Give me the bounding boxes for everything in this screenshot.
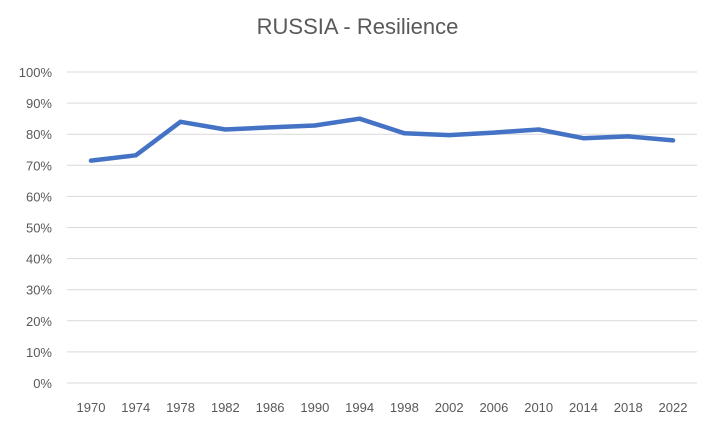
x-tick-label: 2022 — [659, 400, 688, 415]
x-tick-label: 2018 — [614, 400, 643, 415]
y-tick-label: 20% — [26, 314, 52, 329]
x-tick-label: 1982 — [211, 400, 240, 415]
x-tick-label: 2002 — [435, 400, 464, 415]
series-group — [88, 116, 676, 163]
y-tick-label: 60% — [26, 189, 52, 204]
data-point — [178, 119, 183, 124]
gridlines — [67, 71, 697, 384]
y-tick-label: 90% — [26, 96, 52, 111]
chart-title: RUSSIA - Resilience — [256, 14, 459, 39]
x-tick-label: 1978 — [166, 400, 195, 415]
x-axis-ticks: 1970 1974 1978 1982 1986 1990 1994 1998 2002 2006… — [77, 400, 688, 415]
data-point — [536, 127, 541, 132]
data-point — [402, 131, 407, 136]
data-point — [357, 116, 362, 121]
x-tick-label: 2014 — [569, 400, 598, 415]
y-tick-label: 30% — [26, 283, 52, 298]
data-point — [491, 130, 496, 135]
x-tick-label: 1990 — [300, 400, 329, 415]
x-tick-label: 1994 — [345, 400, 374, 415]
data-point — [447, 133, 452, 138]
x-tick-label: 1974 — [121, 400, 150, 415]
x-tick-label: 1986 — [256, 400, 285, 415]
x-tick-label: 1970 — [77, 400, 106, 415]
data-point — [312, 123, 317, 128]
series-line — [88, 116, 676, 163]
y-tick-label: 10% — [26, 345, 52, 360]
y-tick-label: 100% — [19, 65, 53, 80]
y-tick-label: 50% — [26, 221, 52, 236]
data-point — [268, 125, 273, 130]
data-point — [671, 138, 675, 143]
y-axis-ticks: 0% 10% 20% 30% 40% 50% 60% 70% 80% 90% 100% — [19, 65, 53, 391]
x-tick-label: 2006 — [479, 400, 508, 415]
data-point — [581, 136, 586, 141]
data-point — [626, 134, 631, 139]
x-tick-label: 1998 — [390, 400, 419, 415]
data-point — [133, 153, 138, 158]
data-point — [89, 158, 93, 163]
y-tick-label: 40% — [26, 252, 52, 267]
y-tick-label: 0% — [33, 376, 52, 391]
y-tick-label: 80% — [26, 127, 52, 142]
x-tick-label: 2010 — [524, 400, 553, 415]
y-tick-label: 70% — [26, 158, 52, 173]
data-point — [223, 127, 228, 132]
